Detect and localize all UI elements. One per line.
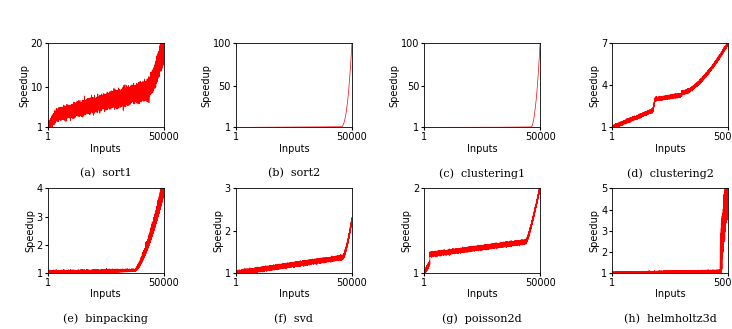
Y-axis label: Speedup: Speedup [590,209,600,252]
X-axis label: Inputs: Inputs [90,144,121,154]
X-axis label: Inputs: Inputs [279,144,309,154]
Y-axis label: Speedup: Speedup [389,63,400,107]
X-axis label: Inputs: Inputs [655,289,686,299]
Y-axis label: Speedup: Speedup [401,209,411,252]
X-axis label: Inputs: Inputs [90,289,121,299]
X-axis label: Inputs: Inputs [467,144,497,154]
Y-axis label: Speedup: Speedup [19,63,29,107]
X-axis label: Inputs: Inputs [655,144,686,154]
Text: (c)  clustering1: (c) clustering1 [439,168,525,179]
X-axis label: Inputs: Inputs [467,289,497,299]
Y-axis label: Speedup: Speedup [213,209,223,252]
Y-axis label: Speedup: Speedup [590,63,600,107]
Text: (b)  sort2: (b) sort2 [268,168,320,178]
Text: (h)  helmholtz3d: (h) helmholtz3d [624,314,717,324]
X-axis label: Inputs: Inputs [279,289,309,299]
Text: (f)  svd: (f) svd [274,314,313,324]
Text: (e)  binpacking: (e) binpacking [63,314,148,324]
Y-axis label: Speedup: Speedup [25,209,35,252]
Text: (a)  sort1: (a) sort1 [80,168,132,178]
Y-axis label: Speedup: Speedup [201,63,211,107]
Text: (g)  poisson2d: (g) poisson2d [442,314,522,324]
Text: (d)  clustering2: (d) clustering2 [627,168,714,179]
